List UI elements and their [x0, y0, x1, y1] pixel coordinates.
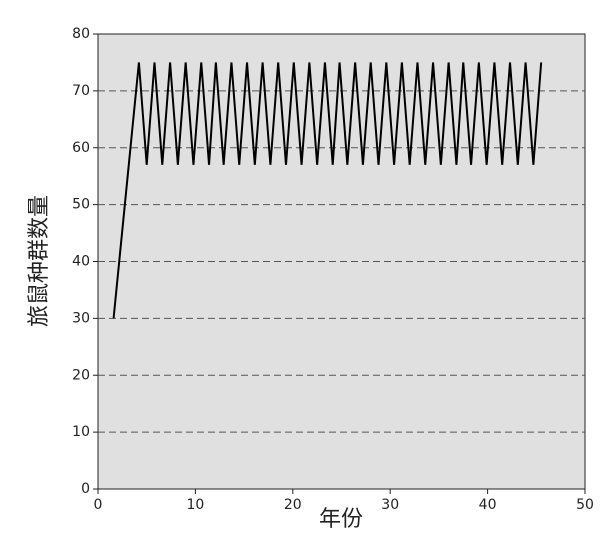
data-line: [112, 62, 543, 319]
x-tick-label: 50: [576, 497, 594, 513]
y-tick-label: 80: [72, 26, 90, 42]
y-tick-label: 10: [72, 424, 90, 440]
y-tick-label: 40: [72, 254, 90, 270]
y-tick-label: 30: [72, 310, 90, 326]
x-tick-label: 20: [284, 497, 302, 513]
y-axis-label: 旅鼠种群数量: [27, 195, 52, 327]
x-tick-label: 10: [186, 497, 204, 513]
y-tick-label: 60: [72, 140, 90, 156]
y-tick-label: 20: [72, 367, 90, 383]
y-tick-label: 70: [72, 83, 90, 99]
y-tick-label: 0: [81, 481, 90, 497]
x-tick-label: 0: [94, 497, 103, 513]
x-axis-label: 年份: [319, 507, 363, 532]
y-tick-label: 50: [72, 197, 90, 213]
x-tick-label: 30: [381, 497, 399, 513]
x-tick-label: 40: [479, 497, 497, 513]
